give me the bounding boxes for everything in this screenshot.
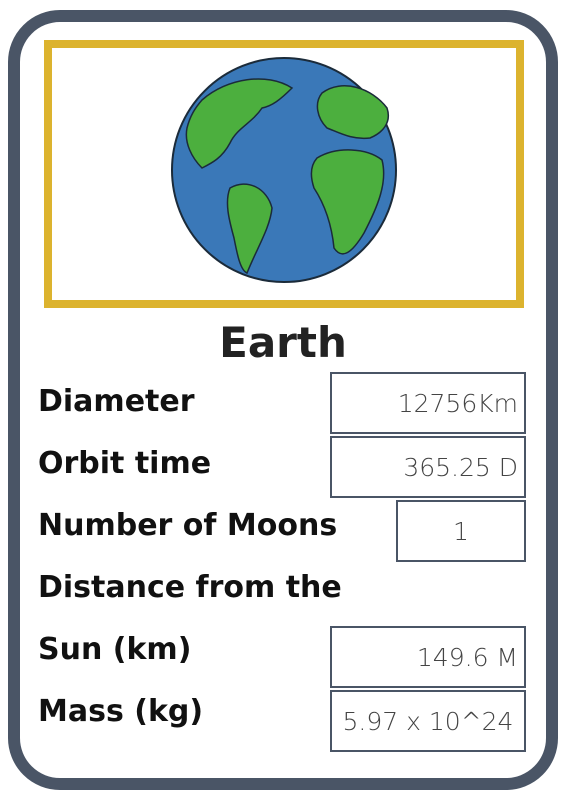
card-title: Earth — [0, 318, 566, 367]
row-label: Orbit time — [38, 446, 211, 481]
value-box: 12756Km — [330, 372, 526, 434]
globe — [52, 48, 516, 300]
row-label: Mass (kg) — [38, 694, 203, 729]
value-box: 1 — [396, 500, 526, 562]
value-box: 149.6 M — [330, 626, 526, 688]
row-label: Sun (km) — [38, 632, 191, 667]
row-label: Distance from the — [38, 570, 342, 605]
row-label: Number of Moons — [38, 508, 337, 543]
value-box: 365.25 D — [330, 436, 526, 498]
row-label: Diameter — [38, 384, 195, 419]
value-box: 5.97 x 10^24 — [330, 690, 526, 752]
page: Earth Diameter 12756Km Orbit time 365.25… — [0, 0, 566, 800]
image-frame — [44, 40, 524, 308]
